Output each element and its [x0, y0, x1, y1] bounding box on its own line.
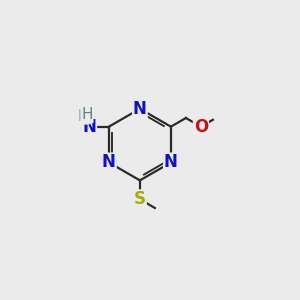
Text: N: N	[82, 118, 96, 136]
Text: S: S	[134, 190, 146, 208]
Text: N: N	[164, 154, 178, 172]
Text: N: N	[102, 154, 116, 172]
Text: N: N	[133, 100, 147, 118]
Text: O: O	[194, 118, 208, 136]
Text: H: H	[81, 107, 93, 122]
Text: H: H	[77, 109, 89, 124]
